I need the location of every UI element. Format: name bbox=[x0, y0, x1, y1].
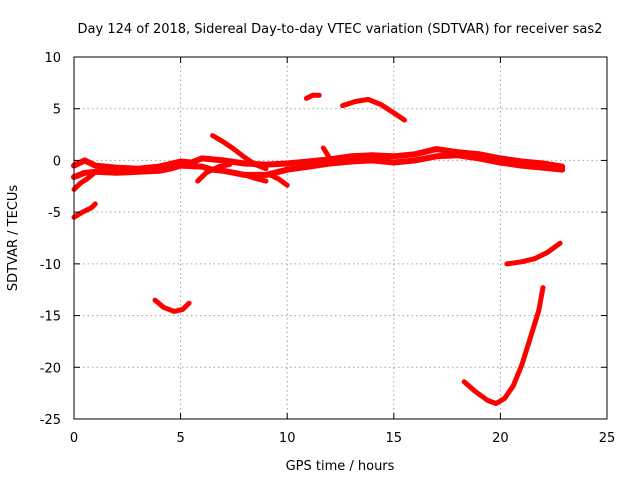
y-tick-label: -15 bbox=[40, 310, 61, 325]
y-axis-label: SDTVAR / TECUs bbox=[6, 185, 21, 292]
x-axis-label: GPS time / hours bbox=[286, 459, 395, 474]
x-tick-label: 25 bbox=[599, 431, 616, 446]
series-segment-0 bbox=[71, 171, 96, 192]
chart-title: Day 124 of 2018, Sidereal Day-to-day VTE… bbox=[78, 22, 603, 37]
series-segment-5 bbox=[267, 172, 290, 188]
plot-frame bbox=[73, 56, 608, 420]
x-tick-label: 10 bbox=[279, 431, 296, 446]
grid-layer bbox=[74, 57, 607, 419]
series-main-band-upper bbox=[71, 146, 566, 172]
series-segment-7 bbox=[303, 92, 322, 101]
x-tick-label: 15 bbox=[386, 431, 403, 446]
series-segment-8 bbox=[340, 96, 407, 123]
x-tick-label: 20 bbox=[492, 431, 509, 446]
series-segment-1 bbox=[71, 201, 98, 220]
tick-layer: 0 5 10 15 20 25 -25 -20 -15 -10 -5 0 5 10 bbox=[40, 51, 616, 446]
series-layer bbox=[71, 92, 566, 406]
x-tick-label: 5 bbox=[176, 431, 184, 446]
x-tick-label: 0 bbox=[70, 431, 78, 446]
y-tick-label: -10 bbox=[40, 258, 61, 273]
y-tick-label: -5 bbox=[48, 206, 61, 221]
y-tick-label: 0 bbox=[53, 154, 61, 169]
series-segment-6 bbox=[242, 172, 269, 184]
series-segment-10 bbox=[461, 285, 546, 406]
series-main-band-lower bbox=[71, 152, 566, 180]
y-tick-label: -20 bbox=[40, 361, 61, 376]
y-tick-label: 5 bbox=[53, 103, 61, 118]
series-segment-2 bbox=[152, 297, 192, 314]
series-segment-4 bbox=[195, 162, 233, 184]
y-tick-label: 10 bbox=[44, 51, 61, 66]
series-segment-3 bbox=[210, 133, 269, 172]
series-segment-9 bbox=[320, 145, 339, 163]
series-segment-11 bbox=[504, 240, 563, 267]
y-tick-label: -25 bbox=[40, 413, 61, 428]
